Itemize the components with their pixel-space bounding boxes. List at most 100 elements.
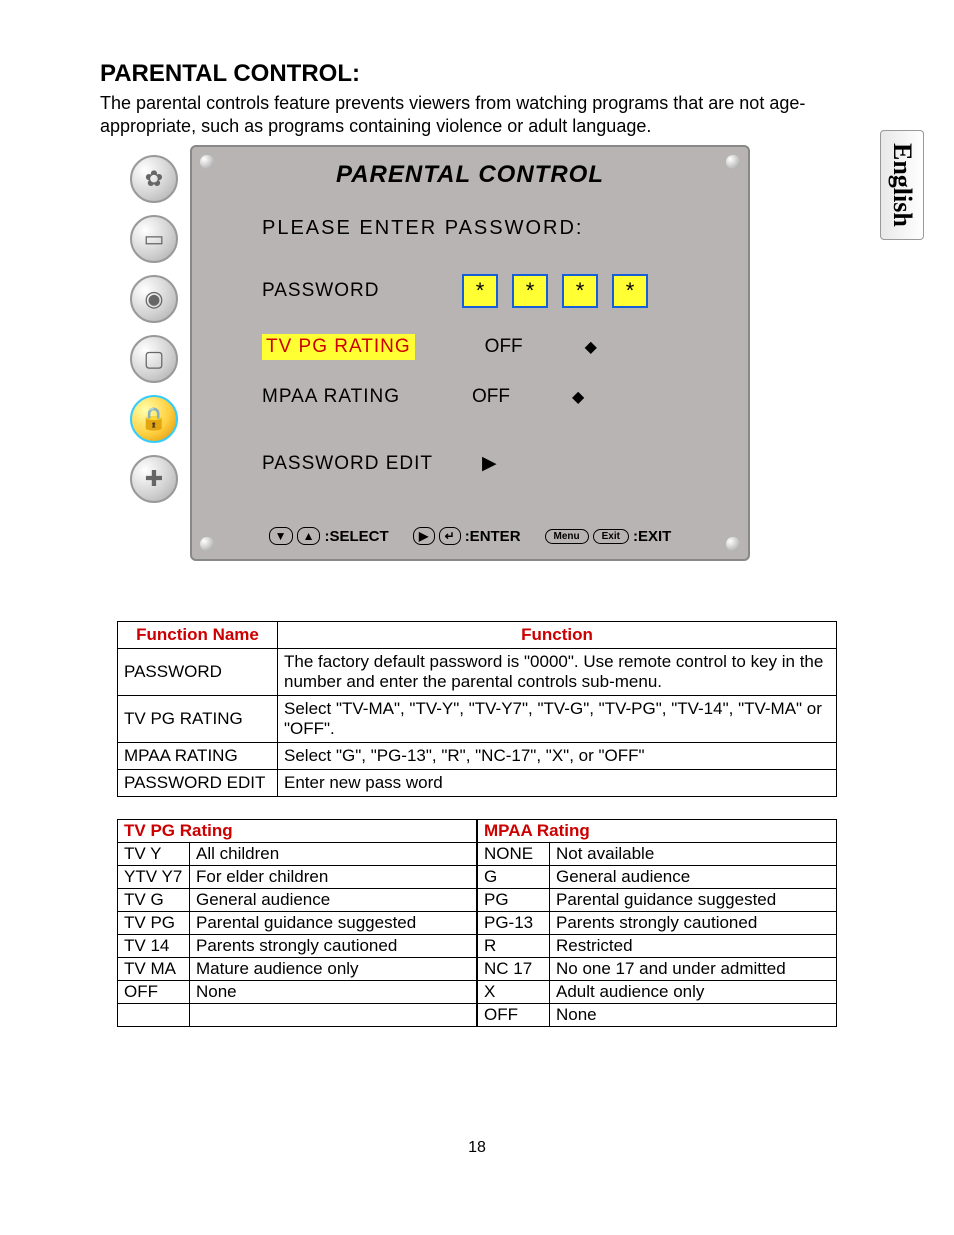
osd-icon-setup: ✚ (130, 455, 178, 503)
cell: YTV Y7 (118, 866, 190, 889)
cell: TV 14 (118, 935, 190, 958)
key-exit-icon: Exit (593, 529, 629, 544)
table-row: OFFNone (478, 1004, 837, 1027)
password-digit: * (512, 274, 548, 308)
osd-icon-audio: ◉ (130, 275, 178, 323)
table-row: MPAA RATING Select "G", "PG-13", "R", "N… (118, 743, 837, 770)
cell-fn-desc: The factory default password is "0000". … (278, 649, 837, 696)
table-row: OFFNone (118, 981, 477, 1004)
table-row: TV 14Parents strongly cautioned (118, 935, 477, 958)
osd-pwdedit-row: PASSWORD EDIT ▶ (212, 452, 728, 475)
footer-select-text: :SELECT (324, 528, 388, 545)
cell: X (478, 981, 550, 1004)
table-row: NONENot available (478, 843, 837, 866)
osd-icon-parental-lock: 🔒 (130, 395, 178, 443)
screw-icon (726, 537, 740, 551)
footer-exit: Menu Exit :EXIT (545, 527, 672, 545)
cell: Not available (550, 843, 837, 866)
cell: OFF (118, 981, 190, 1004)
key-right-icon: ▶ (413, 527, 435, 545)
mpaa-rating-table: MPAA Rating NONENot available GGeneral a… (477, 819, 837, 1027)
screw-icon (200, 155, 214, 169)
updown-icon: ◆ (572, 387, 584, 407)
osd-mpaa-value: OFF (472, 386, 572, 408)
osd-tvpg-label: TV PG RATING (262, 334, 415, 360)
screw-icon (200, 537, 214, 551)
osd-pwdedit-label: PASSWORD EDIT (262, 453, 482, 475)
table-row: XAdult audience only (478, 981, 837, 1004)
mpaa-title: MPAA Rating (478, 820, 837, 843)
page-title: PARENTAL CONTROL: (100, 60, 854, 88)
cell: NC 17 (478, 958, 550, 981)
cell: Restricted (550, 935, 837, 958)
key-enter-icon: ↵ (439, 527, 461, 545)
osd-tvpg-row: TV PG RATING OFF ◆ (212, 334, 728, 360)
cell: TV Y (118, 843, 190, 866)
cell: Parental guidance suggested (190, 912, 477, 935)
cell: G (478, 866, 550, 889)
osd-password-prompt: PLEASE ENTER PASSWORD: (212, 217, 728, 240)
cell: General audience (550, 866, 837, 889)
cell: None (190, 981, 477, 1004)
cell-fn-name: PASSWORD EDIT (118, 770, 278, 797)
table-row: PASSWORD EDIT Enter new pass word (118, 770, 837, 797)
osd-title: PARENTAL CONTROL (212, 161, 728, 189)
cell: NONE (478, 843, 550, 866)
password-digit: * (612, 274, 648, 308)
table-row: TV YAll children (118, 843, 477, 866)
right-arrow-icon: ▶ (482, 452, 497, 475)
cell: All children (190, 843, 477, 866)
osd-sidebar-icons: ✿ ▭ ◉ ▢ 🔒 ✚ (130, 145, 178, 561)
function-table: Function Name Function PASSWORD The fact… (117, 621, 837, 797)
tvpg-title: TV PG Rating (118, 820, 477, 843)
tvpg-rating-table: TV PG Rating TV YAll children YTV Y7For … (117, 819, 477, 1027)
cell: PG-13 (478, 912, 550, 935)
table-row: TV PGParental guidance suggested (118, 912, 477, 935)
cell (190, 1004, 477, 1027)
table-row: TV MAMature audience only (118, 958, 477, 981)
osd-footer: ▼ ▲ :SELECT ▶ ↵ :ENTER Menu Exit :EXIT (212, 527, 728, 545)
table-row: TV GGeneral audience (118, 889, 477, 912)
th-function-name: Function Name (118, 622, 278, 649)
page-number: 18 (100, 1139, 854, 1157)
cell: General audience (190, 889, 477, 912)
password-digit: * (462, 274, 498, 308)
cell: None (550, 1004, 837, 1027)
footer-enter-text: :ENTER (465, 528, 521, 545)
cell: Parental guidance suggested (550, 889, 837, 912)
cell: Adult audience only (550, 981, 837, 1004)
osd-screenshot: ✿ ▭ ◉ ▢ 🔒 ✚ PARENTAL CONTROL PLEASE ENTE… (130, 145, 854, 561)
cell-fn-name: MPAA RATING (118, 743, 278, 770)
password-digit: * (562, 274, 598, 308)
table-row: GGeneral audience (478, 866, 837, 889)
cell: Mature audience only (190, 958, 477, 981)
osd-mpaa-label: MPAA RATING (262, 386, 462, 408)
table-row: TV PG RATING Select "TV-MA", "TV-Y", "TV… (118, 696, 837, 743)
osd-icon-tv: ▢ (130, 335, 178, 383)
cell-fn-desc: Select "TV-MA", "TV-Y", "TV-Y7", "TV-G",… (278, 696, 837, 743)
screw-icon (726, 155, 740, 169)
cell: Parents strongly cautioned (550, 912, 837, 935)
osd-password-boxes: * * * * (462, 274, 648, 308)
cell: TV PG (118, 912, 190, 935)
cell: OFF (478, 1004, 550, 1027)
table-row: RRestricted (478, 935, 837, 958)
intro-text: The parental controls feature prevents v… (100, 92, 854, 137)
table-row: PASSWORD The factory default password is… (118, 649, 837, 696)
cell: For elder children (190, 866, 477, 889)
footer-enter: ▶ ↵ :ENTER (413, 527, 521, 545)
cell: No one 17 and under admitted (550, 958, 837, 981)
cell-fn-name: PASSWORD (118, 649, 278, 696)
cell: Parents strongly cautioned (190, 935, 477, 958)
footer-select: ▼ ▲ :SELECT (269, 527, 389, 545)
table-row: NC 17No one 17 and under admitted (478, 958, 837, 981)
table-row: PGParental guidance suggested (478, 889, 837, 912)
language-tab: English (880, 130, 924, 240)
osd-tvpg-value: OFF (485, 336, 585, 358)
th-function: Function (278, 622, 837, 649)
table-row (118, 1004, 477, 1027)
cell-fn-desc: Select "G", "PG-13", "R", "NC-17", "X", … (278, 743, 837, 770)
cell-fn-desc: Enter new pass word (278, 770, 837, 797)
cell: PG (478, 889, 550, 912)
osd-password-label: PASSWORD (262, 280, 462, 302)
